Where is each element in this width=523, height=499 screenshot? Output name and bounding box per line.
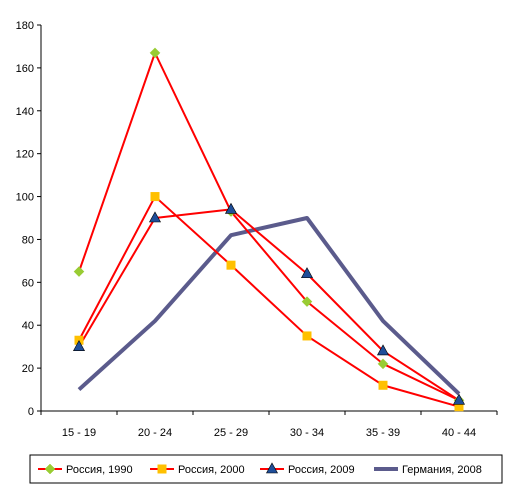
data-point-marker: [226, 260, 236, 270]
plot-area: 0 20 40 60 80 100 120 140 160 180 15 - 19 20 - 24 25…: [16, 20, 498, 439]
y-tick-label: 20: [22, 363, 34, 375]
y-tick-label: 60: [22, 277, 34, 289]
legend-marker-swatch: [44, 463, 56, 475]
data-point-marker: [301, 296, 313, 307]
legend: Россия, 1990 Россия, 2000 Россия, 2009 Герм…: [29, 454, 503, 484]
data-point-marker: [452, 393, 466, 405]
x-tick-label: 25 - 29: [214, 427, 248, 439]
y-tick-label: 80: [22, 234, 34, 246]
legend-marker-swatch: [157, 464, 167, 474]
x-tick-label: 30 - 34: [290, 427, 324, 439]
data-point-marker: [376, 344, 390, 356]
x-tick-label: 20 - 24: [138, 427, 172, 439]
legend-entry-label: Россия, 2009: [288, 464, 355, 476]
y-tick-label: 120: [16, 149, 34, 161]
data-point-marker: [150, 192, 160, 202]
data-point-marker: [378, 380, 388, 390]
data-point-marker: [149, 47, 161, 59]
y-tick-label: 140: [16, 106, 34, 118]
series-line: [78, 51, 460, 402]
series-line: [77, 216, 461, 396]
data-point-marker: [302, 331, 312, 341]
x-tick-label: 15 - 19: [62, 427, 96, 439]
y-tick-label: 160: [16, 63, 34, 75]
data-point-marker: [73, 266, 85, 277]
legend-entry-label: Россия, 2000: [178, 464, 245, 476]
series-line: [78, 195, 460, 408]
legend-marker-swatch: [265, 462, 279, 474]
data-point-marker: [300, 267, 314, 279]
data-point-marker: [148, 211, 162, 223]
series-line: [78, 208, 460, 402]
data-point-marker: [224, 202, 238, 214]
y-tick-label: 0: [28, 406, 34, 418]
x-tick-label: 35 - 39: [366, 427, 400, 439]
legend-entry-label: Германия, 2008: [402, 464, 482, 476]
y-tick-label: 180: [16, 20, 34, 32]
y-tick-label: 100: [16, 192, 34, 204]
y-tick-label: 40: [22, 320, 34, 332]
data-point-marker: [72, 340, 86, 351]
data-point-marker: [454, 402, 464, 412]
x-tick-label: 40 - 44: [442, 427, 476, 439]
legend-entry-label: Россия, 1990: [66, 464, 133, 476]
data-point-marker: [377, 358, 389, 370]
